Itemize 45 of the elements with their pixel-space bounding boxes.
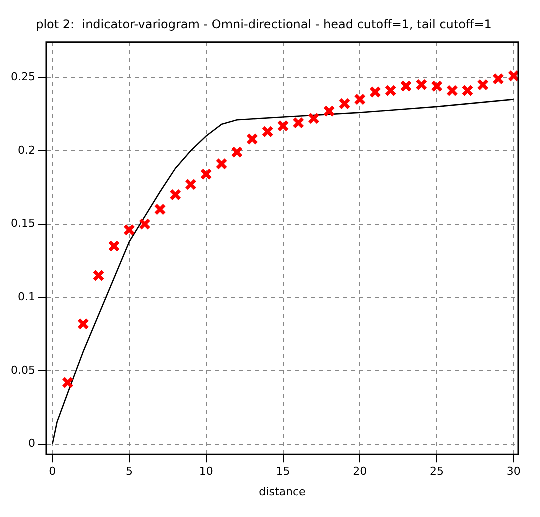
point (338, 98, 351, 110)
x-tick-label: 30 (506, 465, 521, 478)
y-tick-label: 0 (28, 437, 36, 450)
x-tick-label: 0 (49, 465, 56, 478)
y-tick-label: 0.15 (10, 217, 36, 230)
x-tick-label: 10 (199, 465, 214, 478)
point (77, 318, 90, 330)
point (138, 218, 151, 230)
point (400, 80, 412, 92)
point (185, 178, 198, 191)
point (92, 270, 105, 282)
point (431, 80, 444, 92)
point (170, 188, 182, 201)
point (323, 105, 336, 118)
point (154, 204, 166, 216)
point (462, 84, 474, 97)
point (216, 158, 228, 170)
point (492, 73, 505, 86)
point (277, 120, 290, 132)
point (508, 70, 518, 82)
point (200, 168, 212, 180)
point (354, 94, 366, 106)
point (262, 126, 274, 138)
point (477, 78, 490, 91)
chart-title: plot 2: indicator-variogram - Omni-directional - head cutoff=1, tail cutoff=1 (36, 17, 492, 32)
point (384, 84, 397, 97)
y-tick-label: 0.2 (18, 144, 36, 157)
y-tick-label: 0.25 (10, 70, 36, 84)
point (124, 224, 136, 236)
point (292, 117, 305, 130)
x-tick-label: 15 (276, 465, 290, 478)
point (231, 146, 244, 158)
y-tick-label: 0.05 (10, 364, 36, 377)
point (62, 376, 74, 389)
y-tick-label: 0.1 (18, 290, 36, 304)
point (446, 84, 458, 97)
point (416, 78, 428, 91)
x-tick-label: 5 (126, 465, 134, 478)
point (370, 86, 382, 98)
point (108, 240, 120, 252)
x-axis-title: distance (259, 485, 306, 498)
point (308, 112, 320, 125)
point (246, 133, 259, 146)
x-tick-label: 20 (353, 465, 368, 478)
x-tick-label: 25 (430, 465, 444, 478)
